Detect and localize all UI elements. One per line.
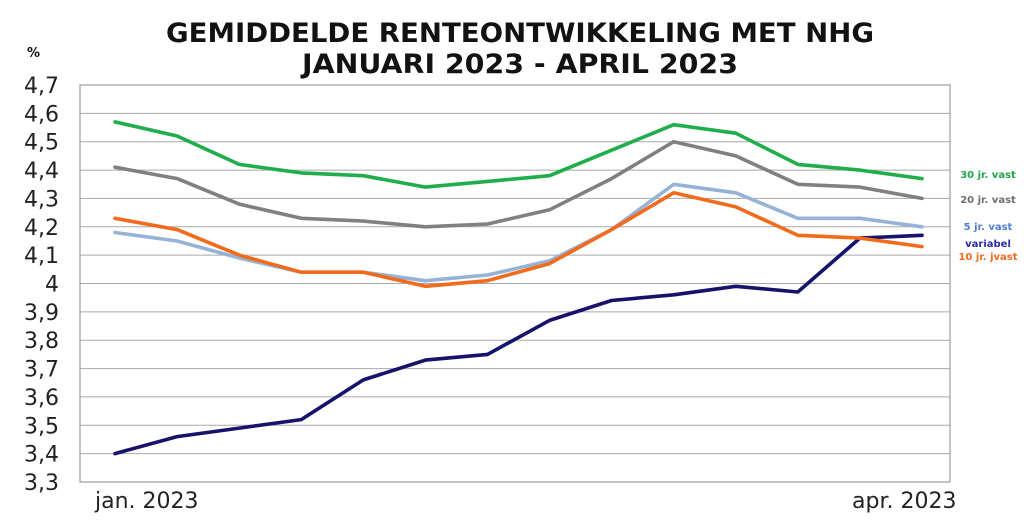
legend: 30 jr. vast 20 jr. vast 5 jr. vast variabel… [958, 170, 1017, 263]
x-tick-label: jan. 2023 [94, 489, 199, 514]
plot-area-frame [79, 84, 951, 483]
series-line-10-jr-jvast [113, 191, 924, 289]
y-tick-label: 3,7 [24, 358, 59, 383]
y-tick-label: 3,8 [24, 329, 59, 354]
y-tick-label: 3,3 [24, 471, 59, 496]
series-line-5-jr-vast [113, 182, 924, 283]
y-axis-unit-label: % [27, 46, 40, 61]
y-tick-label: 4,1 [24, 244, 59, 269]
series-line-30-jr-vast [113, 120, 924, 189]
legend-label-variabel: variabel [965, 239, 1011, 250]
legend-label-20-jr-vast: 20 jr. vast [960, 195, 1016, 206]
legend-label-10-jr-jvast: 10 jr. jvast [958, 252, 1017, 263]
x-tick-label: apr. 2023 [852, 489, 956, 514]
legend-label-5-jr-vast: 5 jr. vast [964, 222, 1013, 233]
y-tick-label: 4,7 [24, 74, 59, 99]
x-axis-tick-labels: jan. 2023 apr. 2023 [94, 489, 956, 514]
y-tick-label: 4,3 [24, 187, 59, 212]
y-tick-label: 3,5 [24, 414, 59, 439]
y-tick-label: 4,6 [24, 102, 59, 127]
y-tick-label: 3,9 [24, 301, 59, 326]
y-tick-label: 3,4 [24, 443, 59, 468]
series-line-20-jr-vast [113, 139, 924, 229]
legend-label-30-jr-vast: 30 jr. vast [960, 170, 1016, 181]
y-tick-label: 4,4 [24, 159, 59, 184]
y-tick-label: 4,5 [24, 131, 59, 156]
chart-subtitle: JANUARI 2023 - APRIL 2023 [300, 49, 738, 80]
y-tick-label: 4 [45, 273, 59, 298]
y-axis-tick-labels: 4,7 4,6 4,5 4,4 4,3 4,2 4,1 4 3,9 3,8 3,7 3,6 3,5 3,4… [24, 74, 59, 496]
chart-title: GEMIDDELDE RENTEONTWIKKELING MET NHG [166, 18, 874, 49]
gridlines [80, 84, 950, 483]
series-lines [113, 120, 924, 456]
y-tick-label: 3,6 [24, 386, 59, 411]
y-tick-label: 4,2 [24, 216, 59, 241]
series-line-variabel [113, 233, 924, 456]
